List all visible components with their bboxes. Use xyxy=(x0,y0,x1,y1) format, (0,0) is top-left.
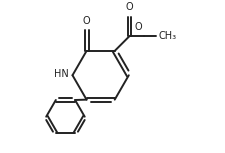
Text: HN: HN xyxy=(54,69,69,79)
Text: CH₃: CH₃ xyxy=(158,31,177,41)
Text: O: O xyxy=(135,22,142,32)
Text: O: O xyxy=(126,2,133,12)
Text: O: O xyxy=(83,16,90,26)
